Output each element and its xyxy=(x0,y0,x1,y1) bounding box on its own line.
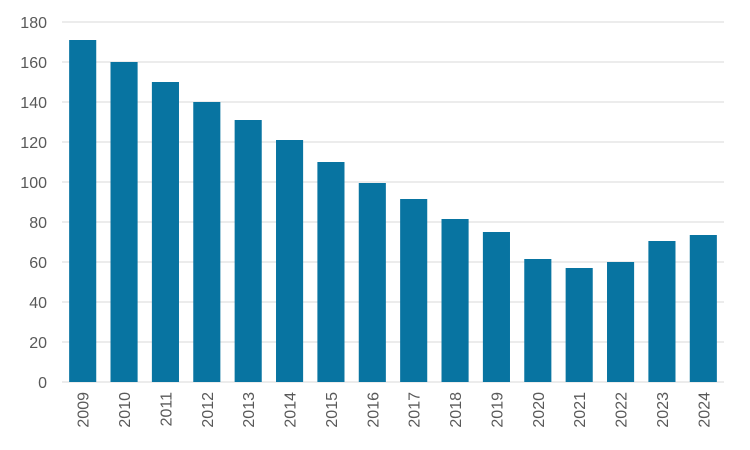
y-tick-label: 80 xyxy=(29,215,47,232)
bar-2022 xyxy=(607,262,635,382)
x-tick-label: 2009 xyxy=(76,392,93,428)
x-tick-label: 2021 xyxy=(572,392,589,428)
x-tick-label: 2014 xyxy=(283,392,300,428)
x-axis: 2009 2010 2011 2012 2013 2014 2015 2016 2017 2018… xyxy=(76,392,714,428)
x-tick-label: 2020 xyxy=(531,392,548,428)
y-tick-label: 140 xyxy=(20,95,47,112)
bar-2015 xyxy=(317,162,345,382)
bar-2011 xyxy=(151,82,179,382)
y-tick-label: 0 xyxy=(38,375,47,392)
x-tick-label: 2018 xyxy=(448,392,465,428)
bar-2014 xyxy=(276,140,304,382)
bar-2016 xyxy=(358,183,386,382)
bar-2018 xyxy=(441,219,469,382)
bar-2009 xyxy=(69,40,97,382)
y-tick-label: 100 xyxy=(20,175,47,192)
x-tick-label: 2024 xyxy=(696,392,713,428)
bar-2021 xyxy=(565,268,593,382)
x-tick-label: 2019 xyxy=(489,392,506,428)
bar-2024 xyxy=(689,235,717,382)
bar-2023 xyxy=(648,241,676,382)
bar-2017 xyxy=(400,199,428,382)
bar-2012 xyxy=(193,102,221,382)
bar-2013 xyxy=(234,120,262,382)
x-tick-label: 2010 xyxy=(117,392,134,428)
y-tick-label: 120 xyxy=(20,135,47,152)
bar-2020 xyxy=(524,259,552,382)
y-axis: 0 20 40 60 80 100 120 140 160 180 xyxy=(20,15,47,392)
bar-2019 xyxy=(482,232,510,382)
y-tick-label: 160 xyxy=(20,55,47,72)
bar-2010 xyxy=(110,62,138,382)
x-tick-label: 2022 xyxy=(614,392,631,428)
y-tick-label: 20 xyxy=(29,335,47,352)
x-tick-label: 2015 xyxy=(324,392,341,428)
y-tick-label: 60 xyxy=(29,255,47,272)
x-tick-label: 2012 xyxy=(200,392,217,428)
x-tick-label: 2023 xyxy=(655,392,672,428)
x-tick-label: 2011 xyxy=(158,392,175,427)
bars xyxy=(69,40,717,382)
y-tick-label: 180 xyxy=(20,15,47,32)
x-tick-label: 2016 xyxy=(365,392,382,428)
y-tick-label: 40 xyxy=(29,295,47,312)
x-tick-label: 2013 xyxy=(241,392,258,428)
x-tick-label: 2017 xyxy=(407,392,424,428)
